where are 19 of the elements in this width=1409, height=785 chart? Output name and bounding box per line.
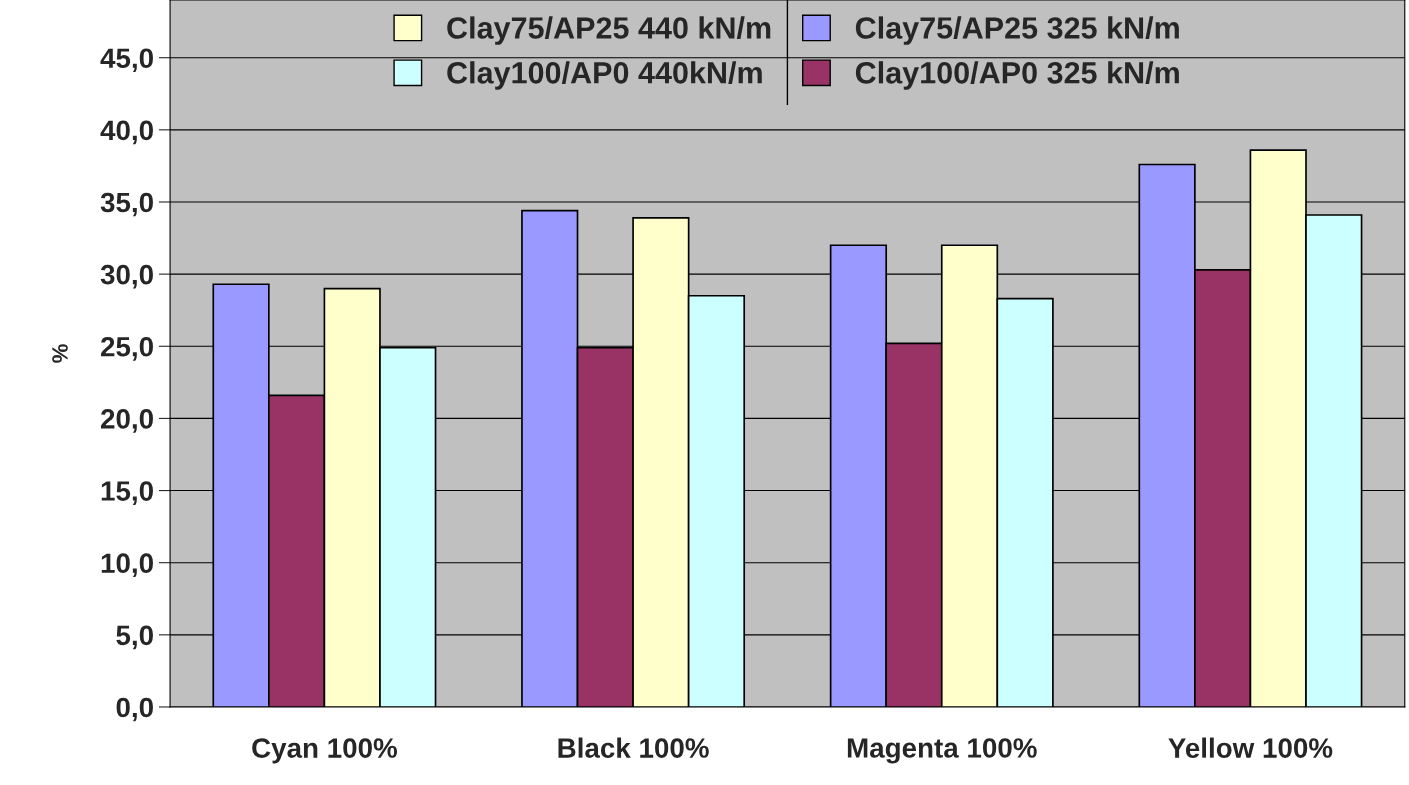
x-tick-label: Cyan 100% <box>252 738 398 764</box>
y-axis-title: % <box>52 344 68 363</box>
y-tick-label: 40,0 <box>100 120 153 145</box>
legend-label: Clay75/AP25 440 kN/m <box>447 16 771 45</box>
y-tick-label: 30,0 <box>100 264 153 289</box>
y-tick-label: 15,0 <box>101 481 153 505</box>
x-tick-label: Magenta 100% <box>847 738 1037 764</box>
legend-label: Clay100/AP0 325 kN/m <box>855 61 1179 90</box>
y-tick-label: 45,0 <box>100 48 153 73</box>
legend-label: Clay100/AP0 440kN/m <box>447 61 762 90</box>
x-tick-label: Black 100% <box>558 737 709 758</box>
y-tick-label: 25,0 <box>101 336 153 361</box>
y-tick-label: 10,0 <box>101 553 153 578</box>
y-tick-label: 0,0 <box>116 697 153 722</box>
y-tick-label: 35,0 <box>100 192 153 217</box>
x-tick-label: Yellow 100% <box>1168 737 1333 758</box>
y-tick-label: 5,0 <box>116 625 153 650</box>
legend-label: Clay75/AP25 325 kN/m <box>855 16 1179 45</box>
y-tick-label: 20,0 <box>101 409 153 433</box>
